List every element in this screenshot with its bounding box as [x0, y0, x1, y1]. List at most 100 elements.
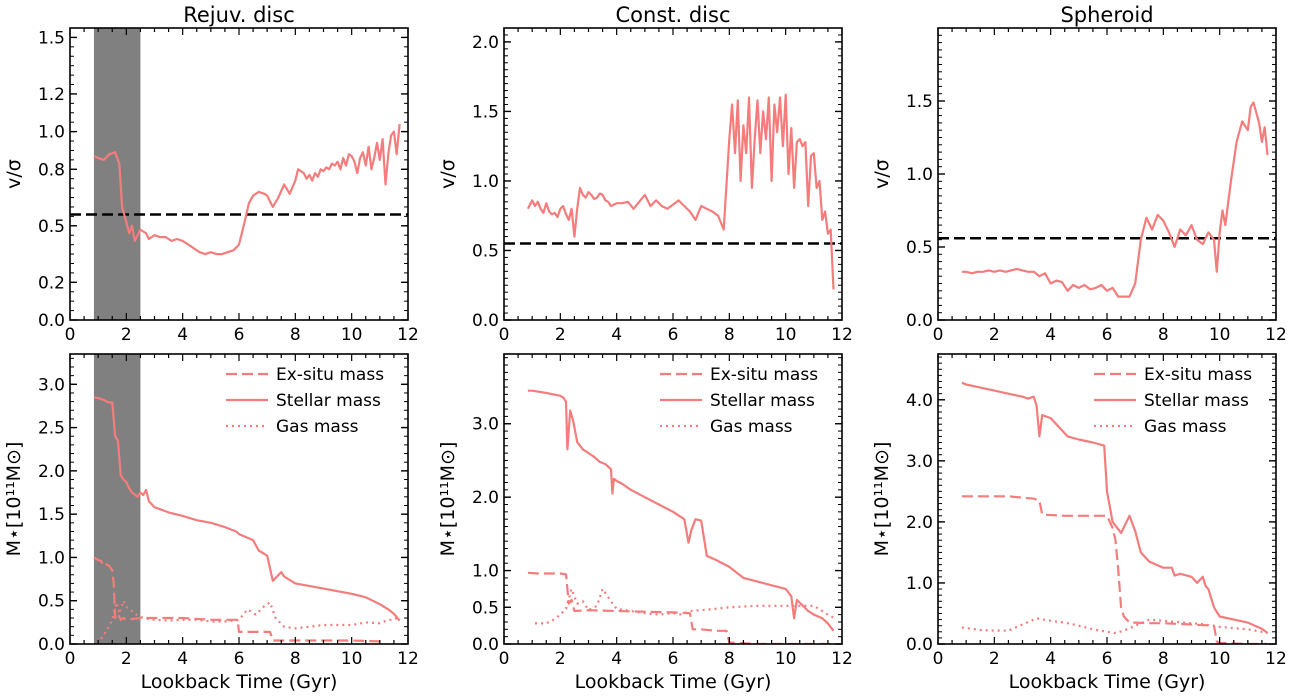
y-tick-label: 0.0 [472, 635, 499, 655]
legend-label: Ex-situ mass [710, 365, 818, 385]
y-tick-label: 0.5 [38, 217, 65, 237]
legend-label: Stellar mass [710, 391, 815, 411]
x-tick-label: 6 [1102, 649, 1113, 669]
x-tick-label: 4 [177, 649, 188, 669]
x-tick-label: 6 [1102, 325, 1113, 345]
series-line-gas-mass [535, 587, 835, 625]
y-tick-label: 0.8 [38, 160, 65, 180]
x-tick-label: 12 [397, 325, 419, 345]
panel-title: Const. disc [616, 3, 731, 27]
x-axis-label: Lookback Time (Gyr) [1009, 671, 1206, 693]
y-tick-label: 2.5 [38, 419, 65, 439]
series-line-0 [961, 101, 1269, 298]
series-line-0 [93, 123, 401, 256]
x-tick-label: 10 [1209, 649, 1231, 669]
x-tick-label: 0 [65, 325, 76, 345]
axes-frame [503, 27, 843, 321]
x-tick-label: 6 [668, 325, 679, 345]
x-tick-label: 0 [65, 649, 76, 669]
x-tick-label: 10 [775, 649, 797, 669]
x-tick-label: 12 [1265, 649, 1287, 669]
x-tick-label: 12 [831, 649, 853, 669]
x-axis-label: Lookback Time (Gyr) [141, 671, 338, 693]
legend-label: Gas mass [710, 417, 793, 437]
series-line-stellar-mass [961, 381, 1269, 634]
y-tick-label: 1.0 [906, 165, 933, 185]
x-tick-label: 10 [1209, 325, 1231, 345]
x-tick-label: 4 [1045, 649, 1056, 669]
x-tick-label: 4 [611, 649, 622, 669]
x-tick-label: 8 [290, 325, 301, 345]
x-tick-label: 10 [341, 649, 363, 669]
y-tick-label: 2.0 [472, 488, 499, 508]
y-tick-label: 0.0 [906, 311, 933, 331]
y-tick-label: 1.5 [472, 102, 499, 122]
y-tick-label: 1.0 [472, 562, 499, 582]
panel-top-right: 0 2 4 6 8 10 12 0.0 0.5 1.0 1.5 Spheroid v/σ [871, 3, 1287, 345]
x-tick-label: 4 [611, 325, 622, 345]
x-tick-label: 12 [831, 325, 853, 345]
legend-label: Gas mass [1144, 417, 1227, 437]
shaded-region [93, 354, 141, 644]
panel-top-center: 0 2 4 6 8 10 12 0.0 0.5 1.0 1.5 2.0 Const. disc v/σ [437, 3, 853, 345]
x-tick-label: 10 [341, 325, 363, 345]
legend-label: Ex-situ mass [276, 365, 384, 385]
legend-label: Ex-situ mass [1144, 365, 1252, 385]
axes-frame [937, 27, 1277, 321]
y-tick-label: 1.5 [906, 92, 933, 112]
panel-bottom-center: 0 2 4 6 8 10 12 0.0 0.5 1.0 2.0 3.0 Lookback Time (G… [437, 353, 853, 693]
series-line-gas-mass [961, 617, 1268, 635]
y-tick-label: 0.2 [38, 273, 65, 293]
y-tick-label: 0.5 [472, 598, 499, 618]
x-tick-label: 8 [1158, 325, 1169, 345]
x-tick-label: 2 [555, 325, 566, 345]
x-tick-label: 8 [724, 325, 735, 345]
y-tick-label: 3.0 [38, 375, 65, 395]
y-tick-label: 1.5 [38, 505, 65, 525]
x-tick-label: 0 [499, 649, 510, 669]
y-axis-label: v/σ [871, 159, 893, 189]
series-line-ex-situ-mass [961, 495, 1268, 644]
y-tick-label: 1.0 [38, 548, 65, 568]
series-line-ex-situ-mass [527, 571, 834, 644]
y-tick-label: 3.0 [906, 452, 933, 472]
x-tick-label: 8 [724, 649, 735, 669]
y-tick-label: 0.0 [906, 635, 933, 655]
y-tick-label: 0.0 [38, 635, 65, 655]
x-tick-label: 6 [234, 325, 245, 345]
panel-title: Rejuv. disc [183, 3, 295, 27]
y-tick-label: 2.0 [38, 462, 65, 482]
x-tick-label: 0 [933, 649, 944, 669]
x-tick-label: 6 [234, 649, 245, 669]
x-tick-label: 8 [1158, 649, 1169, 669]
panel-title: Spheroid [1060, 3, 1153, 27]
x-tick-label: 2 [555, 649, 566, 669]
series-line-stellar-mass [527, 389, 835, 632]
y-tick-label: 4.0 [906, 391, 933, 411]
x-tick-label: 12 [1265, 325, 1287, 345]
x-tick-label: 12 [397, 649, 419, 669]
y-axis-label: M⋆[10¹¹M⊙] [3, 442, 25, 557]
x-tick-label: 0 [933, 325, 944, 345]
x-tick-label: 2 [121, 649, 132, 669]
y-tick-label: 0.5 [906, 238, 933, 258]
y-tick-label: 2.0 [472, 33, 499, 53]
y-tick-label: 3.0 [472, 415, 499, 435]
x-tick-label: 10 [775, 325, 797, 345]
x-tick-label: 0 [499, 325, 510, 345]
y-tick-label: 1.0 [38, 123, 65, 143]
x-tick-label: 6 [668, 649, 679, 669]
legend-label: Gas mass [276, 417, 359, 437]
series-line-0 [526, 93, 835, 290]
y-tick-label: 1.0 [472, 172, 499, 192]
x-tick-label: 8 [290, 649, 301, 669]
y-tick-label: 0.0 [472, 311, 499, 331]
y-tick-label: 1.2 [38, 85, 65, 105]
x-tick-label: 2 [121, 325, 132, 345]
x-tick-label: 4 [177, 325, 188, 345]
y-tick-label: 0.0 [38, 311, 65, 331]
series-line-gas-mass [100, 599, 401, 640]
y-axis-label: M⋆[10¹¹M⊙] [871, 442, 893, 557]
panel-top-left: 0 2 4 6 8 10 12 0.0 0.2 0.5 0.8 1.0 1.2 1.5 Rejuv. dis… [3, 3, 419, 345]
